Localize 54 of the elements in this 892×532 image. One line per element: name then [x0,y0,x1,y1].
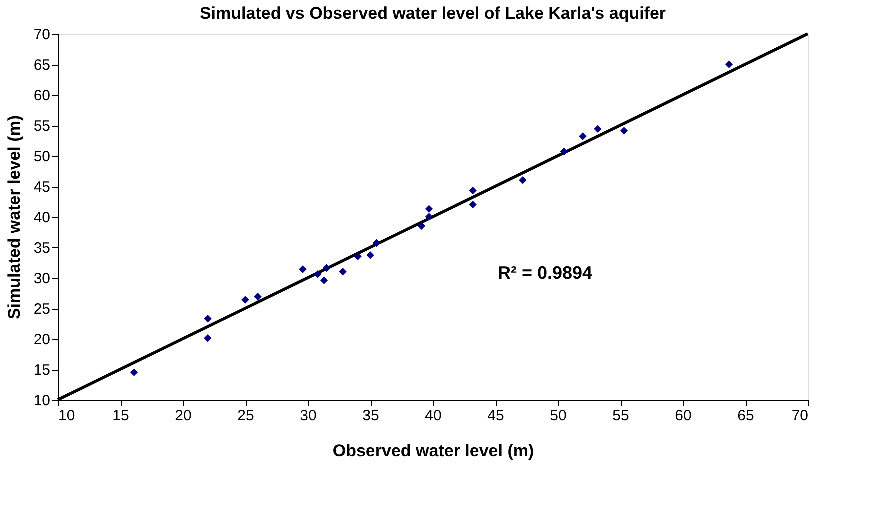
point [425,205,434,213]
point [469,200,477,209]
point [519,176,527,184]
point [314,270,322,278]
point [366,252,374,260]
annotation: R² = 0.9894 [498,263,593,283]
point [204,334,212,342]
y-tick-label: 30 [34,270,50,288]
x-tick-label: 60 [675,408,692,424]
x-tick-label: 25 [238,408,254,424]
y-axis-title: Simulated water level (m) [4,115,24,320]
point [418,222,426,230]
point [425,213,434,221]
chart-title: Simulated vs Observed water level of Lake Karla's aquifer [200,4,666,23]
y-tick-label: 25 [34,301,50,318]
point [130,368,138,376]
y-tick-label: 10 [34,392,50,410]
point [725,60,734,68]
x-tick-label: 55 [612,408,630,424]
y-tick-label: 55 [34,118,50,135]
point [242,296,250,304]
point [620,127,628,135]
point [354,252,362,261]
y-tick-label: 35 [34,240,50,257]
point [339,268,347,276]
y-tick-label: 15 [34,362,50,379]
x-tick-label: 35 [362,408,380,424]
y-tick-label: 50 [34,148,50,166]
x-tick-label: 20 [175,408,192,424]
y-tick-label: 20 [34,332,50,348]
x-tick-label: 70 [792,408,808,424]
x-axis-title: Observed water level (m) [332,442,534,460]
point [204,314,212,323]
x-tick-label: 10 [58,408,76,424]
x-tick-label: 40 [425,408,442,424]
y-tick-label: 45 [34,179,50,196]
y-tick-label: 65 [34,57,50,74]
point [372,239,381,248]
x-tick-label: 30 [300,408,317,424]
y-tick-label: 40 [34,210,50,226]
y-tick-label: 70 [34,26,50,44]
point [320,276,328,284]
point [594,125,602,134]
point [299,266,307,274]
y-tick-label: 60 [34,88,50,104]
x-tick-label: 50 [550,408,567,424]
point [322,264,331,272]
point [254,293,262,301]
point [560,148,568,156]
x-tick-label: 65 [738,408,754,424]
point [469,186,477,195]
point [579,132,587,140]
x-tick-label: 45 [488,408,504,424]
x-tick-label: 15 [112,408,130,424]
